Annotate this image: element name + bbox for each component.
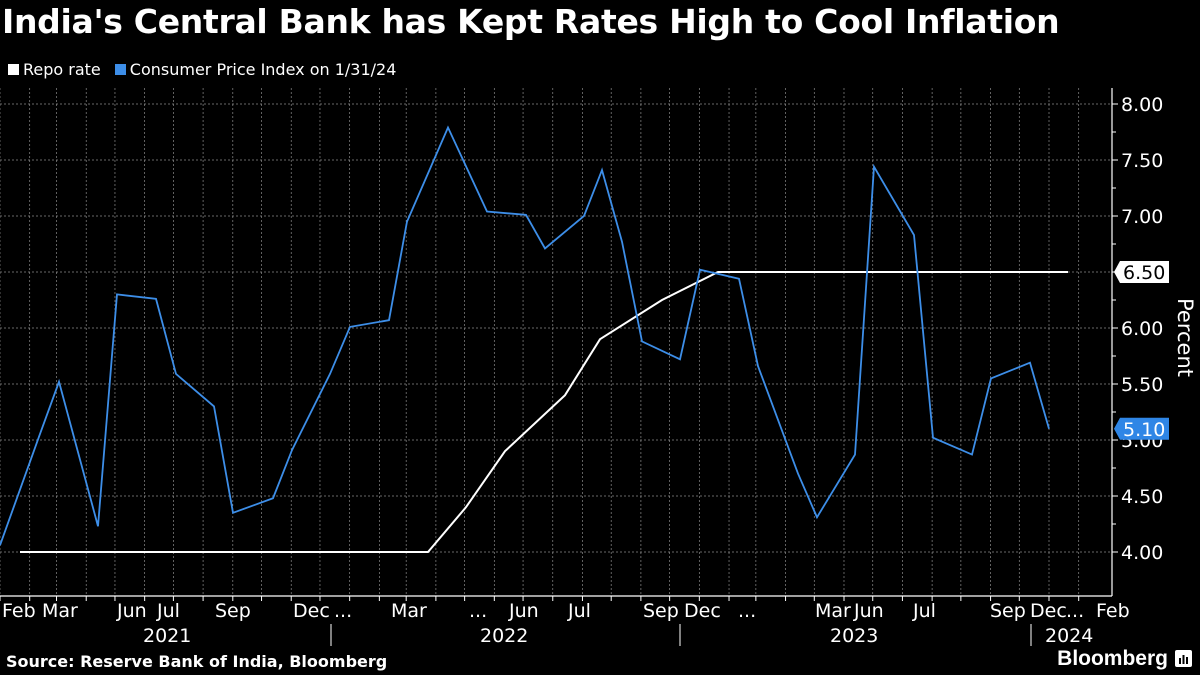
legend: Repo rate Consumer Price Index on 1/31/2…	[8, 60, 396, 79]
x-month-label: Jun	[508, 600, 539, 622]
x-month-label: Dec	[1030, 600, 1067, 622]
x-month-label: Jun	[853, 600, 884, 622]
grid-lines	[0, 88, 1111, 596]
x-month-label: ...	[738, 600, 756, 622]
x-month-label: Feb	[2, 600, 36, 622]
cpi-line	[0, 125, 1050, 546]
y-tick-label: 5.50	[1121, 374, 1163, 396]
x-month-label: Sep	[215, 600, 251, 622]
bloomberg-logo: Bloomberg	[1057, 647, 1168, 670]
x-year-label: 2022	[480, 625, 528, 647]
x-month-label: Feb	[1096, 600, 1130, 622]
x-month-label: Jun	[116, 600, 147, 622]
x-month-label: Dec	[684, 600, 721, 622]
bloomberg-chart-icon	[1175, 650, 1192, 667]
legend-label-cpi: Consumer Price Index on 1/31/24	[129, 60, 397, 79]
x-year-label: 2024	[1045, 625, 1093, 647]
y-tick-label: 4.50	[1121, 486, 1163, 508]
x-month-label: ...	[469, 600, 487, 622]
legend-item-cpi: Consumer Price Index on 1/31/24	[114, 60, 397, 79]
x-month-label: Sep	[990, 600, 1026, 622]
repo-rate-line	[20, 271, 1068, 553]
x-year-label: 2021	[143, 625, 191, 647]
y-axis-label: Percent	[1173, 298, 1197, 377]
y-tick-label: 7.50	[1121, 150, 1163, 172]
legend-label-repo-rate: Repo rate	[23, 60, 101, 79]
x-month-label: ...	[1066, 600, 1084, 622]
repo-rate-value-tag: 6.50	[1114, 261, 1169, 284]
cpi-value-tag: 5.10	[1114, 417, 1169, 441]
y-tick-label: 6.00	[1121, 318, 1163, 340]
x-month-label: Jul	[156, 600, 180, 622]
x-month-label: Jul	[567, 600, 591, 622]
legend-swatch-repo-rate	[8, 64, 19, 75]
y-axis: 4.004.505.005.506.006.507.007.508.00Perc…	[1111, 88, 1197, 596]
x-axis: Feb Mar Jun Jul Sep Dec... Mar... Jun Jul Sep Dec.…	[0, 595, 1130, 647]
x-month-label: ...	[334, 600, 352, 622]
source-note: Source: Reserve Bank of India, Bloomberg	[6, 652, 388, 671]
y-tick-label: 7.00	[1121, 206, 1163, 228]
x-year-label: 2023	[830, 625, 878, 647]
y-tick-label: 4.00	[1121, 542, 1163, 564]
y-tick-label: 8.00	[1121, 94, 1163, 116]
svg-text:6.50: 6.50	[1123, 262, 1165, 284]
x-month-label: Mar	[391, 600, 427, 622]
x-month-label: Mar	[815, 600, 851, 622]
x-month-label: Dec	[293, 600, 330, 622]
legend-swatch-cpi	[114, 64, 126, 75]
legend-item-repo-rate: Repo rate	[8, 60, 101, 79]
svg-text:5.10: 5.10	[1123, 419, 1165, 441]
x-month-label: Jul	[912, 600, 936, 622]
chart-title: India's Central Bank has Kept Rates High…	[2, 2, 1060, 41]
x-month-label: Sep	[643, 600, 679, 622]
x-month-label: Mar	[42, 600, 78, 622]
